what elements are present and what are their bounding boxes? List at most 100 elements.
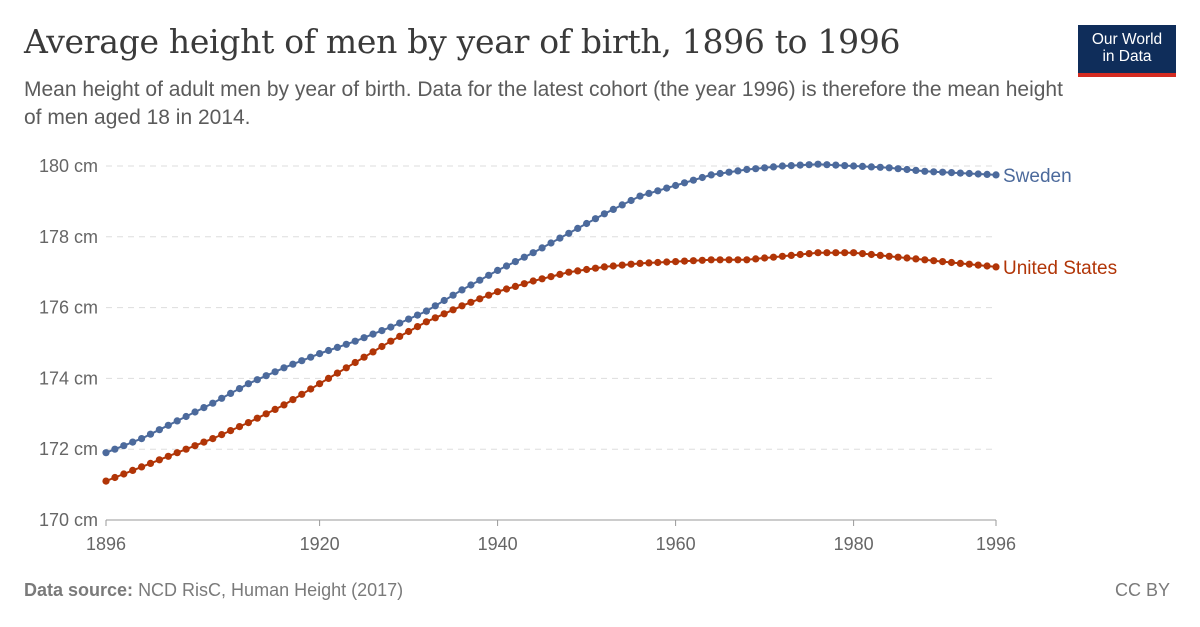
data-point-sweden[interactable]: [262, 372, 270, 380]
data-point-sweden[interactable]: [129, 438, 137, 446]
data-point-sweden[interactable]: [583, 219, 591, 228]
data-point-sweden[interactable]: [271, 368, 279, 376]
data-point-united-states[interactable]: [796, 250, 804, 259]
data-point-united-states[interactable]: [102, 477, 110, 485]
data-point-united-states[interactable]: [458, 302, 466, 310]
data-point-united-states[interactable]: [378, 342, 386, 351]
data-point-united-states[interactable]: [680, 257, 689, 265]
data-point-sweden[interactable]: [164, 421, 172, 429]
data-point-united-states[interactable]: [556, 270, 564, 278]
data-point-united-states[interactable]: [858, 250, 867, 258]
data-point-united-states[interactable]: [227, 427, 235, 435]
data-point-sweden[interactable]: [235, 385, 244, 393]
data-point-united-states[interactable]: [235, 423, 244, 431]
data-point-united-states[interactable]: [805, 250, 813, 258]
data-point-sweden[interactable]: [947, 169, 956, 177]
data-point-sweden[interactable]: [992, 171, 1000, 179]
series-line-united-states[interactable]: [105, 251, 997, 483]
data-point-sweden[interactable]: [413, 311, 422, 319]
data-point-united-states[interactable]: [316, 380, 324, 388]
data-point-united-states[interactable]: [351, 358, 359, 367]
data-point-sweden[interactable]: [138, 435, 146, 443]
data-point-united-states[interactable]: [956, 259, 965, 267]
data-point-united-states[interactable]: [111, 473, 119, 482]
data-point-sweden[interactable]: [351, 337, 359, 345]
data-point-sweden[interactable]: [253, 376, 261, 384]
data-point-sweden[interactable]: [102, 449, 110, 457]
data-point-sweden[interactable]: [244, 380, 252, 388]
data-point-united-states[interactable]: [600, 263, 609, 271]
data-point-united-states[interactable]: [387, 337, 395, 345]
data-point-sweden[interactable]: [387, 323, 395, 331]
data-point-sweden[interactable]: [396, 319, 404, 327]
data-point-sweden[interactable]: [814, 160, 822, 168]
data-point-united-states[interactable]: [164, 452, 172, 460]
data-point-sweden[interactable]: [858, 162, 867, 170]
data-point-sweden[interactable]: [796, 161, 804, 169]
data-point-sweden[interactable]: [182, 412, 190, 421]
data-point-sweden[interactable]: [885, 164, 893, 172]
data-point-sweden[interactable]: [769, 163, 778, 171]
data-point-united-states[interactable]: [422, 318, 430, 326]
data-point-united-states[interactable]: [823, 249, 831, 257]
data-point-sweden[interactable]: [280, 364, 288, 372]
data-point-sweden[interactable]: [422, 307, 430, 315]
data-point-sweden[interactable]: [289, 360, 297, 368]
data-point-united-states[interactable]: [440, 310, 448, 318]
data-point-sweden[interactable]: [743, 165, 751, 174]
data-point-united-states[interactable]: [645, 259, 653, 267]
data-point-sweden[interactable]: [591, 215, 600, 223]
data-point-united-states[interactable]: [761, 254, 769, 262]
data-point-sweden[interactable]: [476, 276, 484, 284]
data-point-united-states[interactable]: [146, 459, 155, 467]
data-point-united-states[interactable]: [778, 252, 787, 260]
data-point-sweden[interactable]: [324, 346, 333, 355]
data-point-sweden[interactable]: [600, 210, 609, 218]
data-point-sweden[interactable]: [529, 249, 537, 257]
data-point-sweden[interactable]: [930, 168, 938, 176]
data-point-united-states[interactable]: [787, 251, 795, 259]
data-point-united-states[interactable]: [734, 256, 742, 264]
data-point-sweden[interactable]: [316, 350, 324, 358]
data-point-united-states[interactable]: [743, 256, 751, 264]
data-point-sweden[interactable]: [689, 176, 698, 184]
data-point-united-states[interactable]: [218, 431, 226, 439]
data-point-united-states[interactable]: [413, 323, 422, 331]
data-point-sweden[interactable]: [680, 179, 689, 187]
data-point-sweden[interactable]: [405, 315, 413, 323]
data-point-sweden[interactable]: [467, 281, 475, 289]
data-point-sweden[interactable]: [146, 430, 155, 438]
data-point-united-states[interactable]: [209, 435, 217, 443]
data-point-united-states[interactable]: [992, 263, 1000, 271]
data-point-sweden[interactable]: [841, 162, 849, 170]
data-point-united-states[interactable]: [431, 314, 439, 322]
data-point-united-states[interactable]: [609, 262, 617, 270]
data-point-sweden[interactable]: [698, 173, 706, 182]
data-point-sweden[interactable]: [538, 244, 546, 252]
data-point-united-states[interactable]: [769, 253, 778, 261]
license[interactable]: CC BY: [1114, 580, 1170, 600]
data-point-sweden[interactable]: [307, 353, 315, 361]
data-point-sweden[interactable]: [974, 170, 982, 178]
data-point-sweden[interactable]: [805, 161, 813, 169]
data-point-united-states[interactable]: [449, 306, 457, 314]
data-point-united-states[interactable]: [885, 252, 893, 260]
data-point-united-states[interactable]: [618, 261, 626, 269]
owid-logo[interactable]: Our World in Data: [1078, 25, 1176, 77]
data-point-sweden[interactable]: [609, 205, 617, 213]
data-point-united-states[interactable]: [129, 466, 137, 474]
data-point-sweden[interactable]: [645, 189, 653, 197]
data-point-sweden[interactable]: [752, 165, 760, 173]
data-point-sweden[interactable]: [200, 404, 208, 412]
series-label-sweden[interactable]: Sweden: [1003, 166, 1072, 187]
data-point-united-states[interactable]: [182, 445, 190, 453]
data-point-united-states[interactable]: [752, 255, 760, 263]
data-point-united-states[interactable]: [502, 285, 511, 293]
data-point-united-states[interactable]: [707, 256, 715, 264]
data-point-united-states[interactable]: [841, 249, 849, 257]
data-point-united-states[interactable]: [200, 438, 208, 446]
data-point-united-states[interactable]: [814, 249, 822, 257]
data-point-united-states[interactable]: [138, 463, 146, 471]
data-point-sweden[interactable]: [956, 169, 965, 177]
data-point-sweden[interactable]: [431, 302, 439, 310]
